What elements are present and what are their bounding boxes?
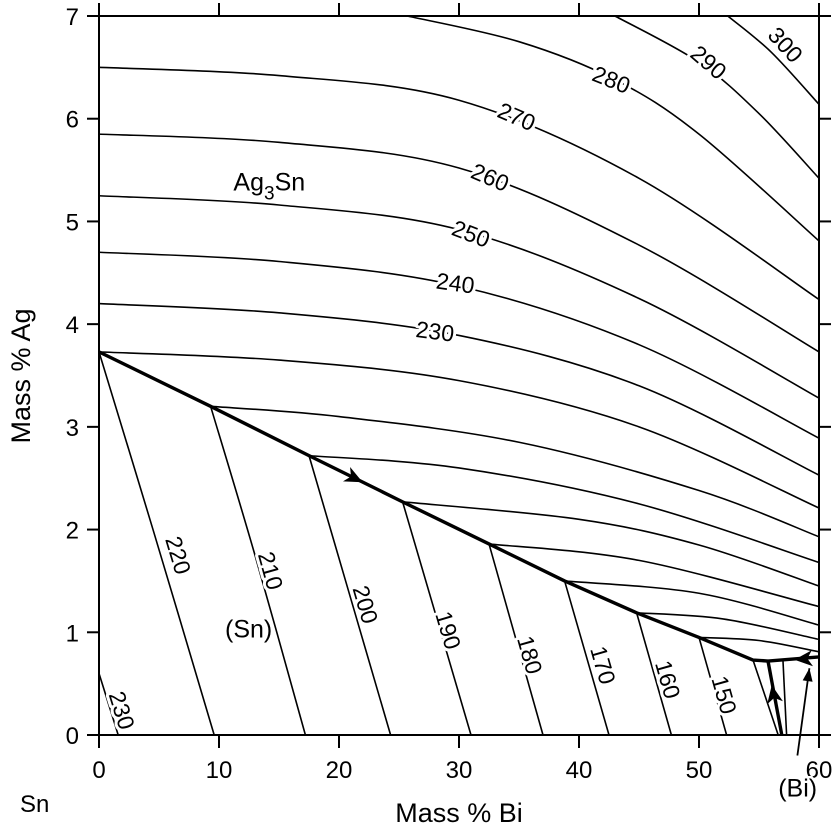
valley-direction-arrow-icon [794, 650, 814, 667]
x-tick-label: 30 [446, 757, 473, 784]
isotherm-label: 270 [494, 97, 540, 136]
isotherm-line-200 [308, 455, 392, 736]
isotherm-line-230 [98, 302, 820, 476]
x-tick-label: 0 [92, 757, 105, 784]
isotherm-label: 160 [650, 658, 686, 702]
isotherm-line-150 [698, 636, 820, 653]
eutectic-valley-line [98, 350, 769, 663]
x-tick-label: 50 [686, 757, 713, 784]
isotherm-line-250 [98, 194, 820, 399]
phase-label-tail: Sn [275, 169, 306, 197]
x-tick-label: 10 [206, 757, 233, 784]
phase-label-text: (Sn) [225, 615, 272, 643]
y-tick-label: 3 [66, 415, 79, 442]
isotherm-line-270 [98, 66, 820, 301]
isotherm-label: 180 [512, 633, 547, 677]
isotherm-line-290 [614, 15, 820, 179]
isotherm-line-280 [407, 15, 820, 242]
y-tick-label: 1 [66, 620, 79, 647]
phase-label: Ag3Sn [233, 169, 305, 205]
isotherm-label: 280 [589, 61, 634, 99]
isotherm-label: 260 [467, 158, 513, 197]
axes: 0 10 20 30 40 50 60 0 1 2 3 4 5 6 7 [66, 3, 833, 784]
isotherm-line-170 [563, 580, 610, 736]
isotherm-label: 150 [706, 673, 741, 717]
isotherm-line-260 [98, 133, 820, 353]
eutectic-valley-line [767, 655, 820, 663]
bi-arrow-icon [802, 668, 813, 682]
isotherm-line-150 [698, 637, 728, 736]
phase-label-text: (Bi) [778, 775, 817, 803]
isotherm-label: 230 [104, 688, 140, 732]
y-tick-label: 5 [66, 209, 79, 236]
isotherm-label: 190 [430, 608, 466, 652]
x-axis-label: Mass % Bi [395, 798, 523, 828]
isotherm-line-240 [98, 251, 820, 439]
x-tick-label: 20 [326, 757, 353, 784]
y-axis-label: Mass % Ag [6, 308, 36, 443]
isotherm-line-unlabeled [782, 661, 788, 736]
valley-direction-arrow-icon [767, 685, 783, 705]
isotherm-line-210 [209, 406, 307, 736]
isotherm-label: 230 [414, 316, 455, 347]
isotherm-line-180 [488, 543, 544, 736]
y-tick-label: 7 [66, 4, 79, 31]
isotherm-line-160 [636, 611, 820, 641]
isotherm-line-160 [635, 612, 673, 736]
phase-label: (Bi) [778, 775, 817, 803]
phase-label-subscript: 3 [264, 184, 275, 205]
isotherm-label: 210 [253, 549, 288, 593]
isotherm-label: 290 [686, 40, 732, 85]
phase-label: (Sn) [225, 615, 272, 643]
y-tick-label: 6 [66, 107, 79, 134]
isotherm-label: 240 [435, 268, 477, 299]
x-tick-label: 40 [566, 757, 593, 784]
x-tick-label: 60 [806, 757, 833, 784]
valley-direction-arrow-icon [342, 467, 363, 483]
sn-corner-label: Sn [20, 791, 49, 818]
isotherm-line-170 [564, 580, 820, 626]
valley-layer [98, 350, 820, 756]
isotherm-line-210 [210, 405, 820, 538]
y-tick-label: 2 [66, 518, 79, 545]
isotherm-line-200 [308, 454, 820, 564]
isotherm-layer [98, 15, 820, 736]
isotherm-label: 250 [448, 215, 493, 253]
y-tick-label: 4 [66, 312, 79, 339]
bi-pointer-line [796, 668, 811, 756]
isotherm-line-230 [98, 673, 119, 736]
y-tick-label: 0 [66, 723, 79, 750]
isotherm-label: 200 [348, 582, 384, 626]
isotherm-line-190 [402, 501, 820, 587]
phase-label-text: Ag [233, 169, 264, 197]
isotherm-line-190 [401, 501, 472, 736]
isotherm-line-300 [727, 15, 820, 105]
isotherm-line-220 [98, 351, 820, 509]
isotherm-line-180 [488, 543, 820, 608]
isotherm-line-140 [752, 659, 779, 736]
isotherm-label: 170 [585, 643, 621, 687]
isotherm-line-220 [98, 351, 215, 736]
isotherm-label: 300 [763, 22, 808, 68]
